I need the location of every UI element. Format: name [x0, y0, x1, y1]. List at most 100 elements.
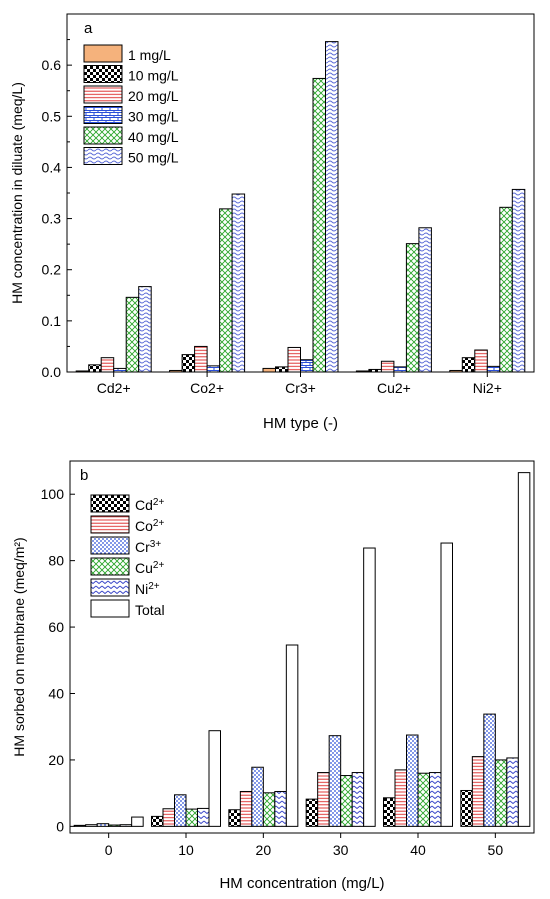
bar-cr-50	[483, 713, 496, 827]
y-tick-label: 20	[48, 752, 64, 768]
bar-cu-40	[417, 772, 430, 827]
bar-total-10	[208, 730, 221, 827]
x-axis-title-b: HM concentration (mg/L)	[219, 875, 384, 892]
bar-1-mg-l-ni2	[449, 369, 463, 373]
x-axis-title-a: HM type (-)	[263, 415, 338, 432]
legend-a: 1 mg/L 10 mg/L 20 mg/L 30 mg/L 40 mg/L 50 mg/…	[83, 44, 179, 166]
bar-cu-50	[494, 759, 508, 827]
bar-total-20	[285, 644, 299, 827]
legend-label-co: Co2+	[135, 518, 164, 534]
bar-total-30	[363, 547, 376, 827]
x-tick-label: 10	[178, 842, 194, 858]
bar-cu-0	[108, 824, 121, 827]
bar-cd-20	[228, 809, 241, 827]
y-tick-label: 0.6	[42, 57, 62, 73]
bar-50-mg-l-ni2	[511, 188, 526, 373]
bar-10-mg-l-cd2	[88, 364, 102, 373]
y-axis-title-b: HM sorbed on membrane (meq/m²)	[11, 537, 27, 756]
legend-label-total: Total	[135, 602, 165, 618]
bar-cu-10	[185, 808, 198, 827]
bar-ni-40	[429, 772, 442, 827]
bar-ni-10	[197, 807, 210, 827]
bar-ni-0	[119, 824, 133, 827]
bar-ni-20	[274, 790, 287, 827]
bar-30-mg-l-cu2	[393, 366, 407, 373]
y-axis-b: 0 20 40 60 80 100	[41, 486, 75, 834]
legend-swatch-40-mg-l	[83, 126, 123, 145]
bar-30-mg-l-cr3	[300, 359, 314, 373]
panel-a: 0.0 0.1 0.2 0.3 0.4 0.5 0.6 Cd2+ Co2+ Cr3+ Cu2+ Ni…	[9, 13, 535, 432]
legend-swatch-20-mg-l	[83, 85, 123, 104]
y-tick-label: 0.0	[42, 364, 62, 380]
bar-co-20	[239, 790, 253, 827]
x-axis-b: 0 10 20 30 40 50	[105, 833, 504, 858]
legend-label-40-mg-l: 40 mg/L	[128, 129, 179, 145]
y-tick-label: 80	[48, 553, 64, 569]
bar-20-mg-l-co2	[194, 345, 208, 373]
x-tick-label: 30	[333, 842, 349, 858]
bar-40-mg-l-co2	[219, 208, 233, 373]
legend-swatch-total	[90, 599, 130, 618]
y-tick-label: 0	[56, 818, 64, 834]
bar-cr-40	[406, 734, 419, 827]
legend-swatch-cu	[90, 557, 130, 576]
bar-10-mg-l-cr3	[275, 366, 289, 373]
bar-1-mg-l-cr3	[262, 367, 276, 373]
bar-20-mg-l-cd2	[100, 357, 115, 373]
bar-co-10	[162, 808, 175, 827]
bar-40-mg-l-ni2	[499, 206, 513, 373]
legend-label-20-mg-l: 20 mg/L	[128, 88, 179, 104]
bar-50-mg-l-cd2	[138, 286, 152, 373]
bar-50-mg-l-co2	[231, 193, 246, 373]
bar-50-mg-l-cu2	[418, 227, 432, 373]
bar-1-mg-l-co2	[169, 369, 183, 373]
legend-swatch-cr	[90, 536, 130, 555]
plot-frame-b	[69, 460, 535, 834]
bar-10-mg-l-ni2	[461, 357, 476, 373]
x-tick-label: Cu2+	[377, 380, 411, 396]
bars-b	[73, 472, 531, 827]
x-tick-label: 50	[488, 842, 504, 858]
y-tick-label: 0.2	[42, 262, 62, 278]
x-tick-label: 20	[256, 842, 272, 858]
x-tick-label: 40	[410, 842, 426, 858]
legend-label-cr: Cr3+	[135, 539, 161, 555]
bars-a	[75, 41, 526, 373]
bar-20-mg-l-cr3	[287, 346, 301, 373]
y-tick-label: 0.1	[42, 313, 62, 329]
bar-cr-20	[251, 766, 264, 827]
y-tick-label: 60	[48, 619, 64, 635]
bar-20-mg-l-cu2	[380, 360, 395, 373]
panel-b: 0 20 40 60 80 100 0 10 20 30 40 50 Cd2+ Co2+ Cr3+ Cu2…	[11, 460, 535, 892]
bar-1-mg-l-cd2	[75, 370, 90, 373]
x-tick-label: 0	[105, 842, 113, 858]
bar-50-mg-l-cr3	[325, 41, 339, 373]
bar-40-mg-l-cr3	[312, 77, 326, 373]
bar-cd-30	[305, 798, 319, 827]
legend-swatch-50-mg-l	[83, 147, 123, 165]
y-tick-label: 0.4	[42, 159, 62, 175]
legend-swatch-co	[90, 515, 130, 534]
legend-label-1-mg-l: 1 mg/L	[128, 47, 171, 63]
legend-swatch-1-mg-l	[83, 44, 123, 63]
bar-cr-0	[96, 823, 110, 827]
bar-30-mg-l-cd2	[113, 367, 127, 373]
bar-cu-20	[262, 792, 276, 827]
bar-30-mg-l-co2	[206, 365, 221, 373]
bar-cd-0	[73, 824, 87, 827]
bar-total-0	[131, 816, 144, 827]
legend-label-10-mg-l: 10 mg/L	[128, 68, 179, 84]
y-tick-label: 100	[41, 486, 65, 502]
y-axis-a: 0.0 0.1 0.2 0.3 0.4 0.5 0.6	[42, 39, 72, 380]
bar-cd-10	[151, 815, 164, 827]
y-tick-label: 40	[48, 686, 64, 702]
bar-40-mg-l-cu2	[405, 243, 420, 373]
bar-co-50	[471, 756, 485, 827]
legend-label-50-mg-l: 50 mg/L	[128, 150, 179, 166]
bar-cr-30	[328, 735, 342, 827]
bar-co-30	[317, 772, 330, 827]
x-tick-label: Co2+	[190, 380, 224, 396]
bar-30-mg-l-ni2	[486, 365, 501, 373]
legend-b: Cd2+ Co2+ Cr3+ Cu2+ Ni2+ Total	[90, 494, 165, 618]
